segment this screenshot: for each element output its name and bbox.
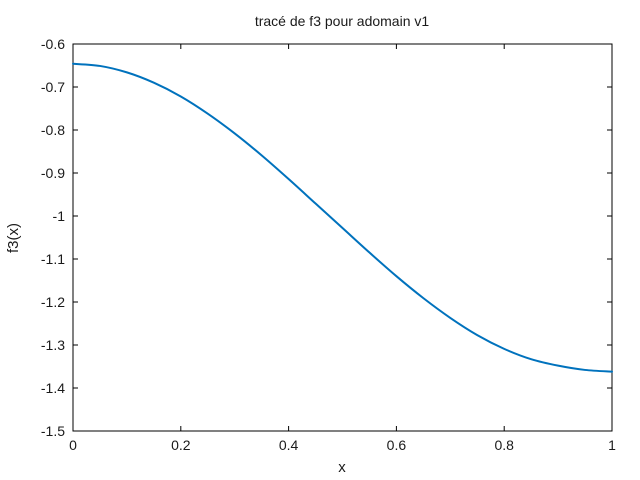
y-axis-label: f3(x) (5, 223, 22, 253)
x-tick-label: 0.6 (387, 437, 407, 453)
y-tick-label: -1.3 (41, 337, 65, 353)
series-layer (72, 62, 613, 373)
y-tick-label: -1.1 (41, 251, 65, 267)
y-tick-label: -0.8 (41, 122, 65, 138)
series-line (72, 62, 613, 373)
x-tick-label: 0.4 (279, 437, 299, 453)
y-axis: -0.6 -0.7 -0.8 -0.9 -1 -1.1 -1.2 -1.3 -1.4 -1.5 (41, 36, 612, 439)
x-tick-label: 0 (69, 437, 77, 453)
y-tick-label: -1.4 (41, 380, 65, 396)
plot-area (72, 43, 613, 432)
x-tick-label: 1 (608, 437, 616, 453)
y-tick-label: -1 (53, 208, 66, 224)
plot-frame (72, 43, 613, 432)
x-axis-label: x (338, 459, 346, 476)
y-tick-label: -1.2 (41, 294, 65, 310)
y-tick-label: -1.5 (41, 423, 65, 439)
y-tick-label: -0.9 (41, 165, 65, 181)
x-axis: 0 0.2 0.4 0.6 0.8 1 (69, 44, 616, 453)
x-tick-label: 0.2 (171, 437, 191, 453)
chart-title: tracé de f3 pour adomain v1 (255, 13, 430, 29)
x-tick-label: 0.8 (494, 437, 514, 453)
y-tick-label: -0.6 (41, 36, 65, 52)
y-tick-label: -0.7 (41, 79, 65, 95)
